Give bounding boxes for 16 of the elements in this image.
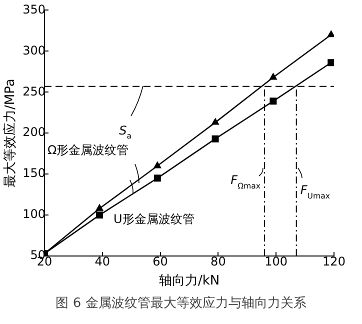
x-tick-label: 60 bbox=[152, 254, 168, 268]
series-label: U形金属波纹管 bbox=[114, 212, 194, 226]
x-tick-label: 80 bbox=[210, 254, 226, 268]
y-tick-label: 100 bbox=[22, 207, 46, 222]
y-tick-label: 150 bbox=[22, 166, 46, 180]
caption: 图 6 金属波纹管最大等效应力与轴向力关系 bbox=[54, 295, 308, 312]
x-tick-label: 100 bbox=[264, 254, 288, 268]
text: Ω形金属波纹管 bbox=[48, 142, 129, 157]
x-axis-title: 轴向力/kN bbox=[158, 274, 220, 289]
y-tick-label: 250 bbox=[22, 84, 46, 98]
y-tick-label: 200 bbox=[22, 125, 46, 140]
y-tick-label: 300 bbox=[22, 43, 46, 58]
x-tick-label: 40 bbox=[94, 254, 110, 268]
x-tick-label: 120 bbox=[322, 254, 346, 268]
y-tick-label: 350 bbox=[22, 2, 46, 16]
y-axis-title: 最大等效应力/MPa bbox=[2, 78, 18, 188]
